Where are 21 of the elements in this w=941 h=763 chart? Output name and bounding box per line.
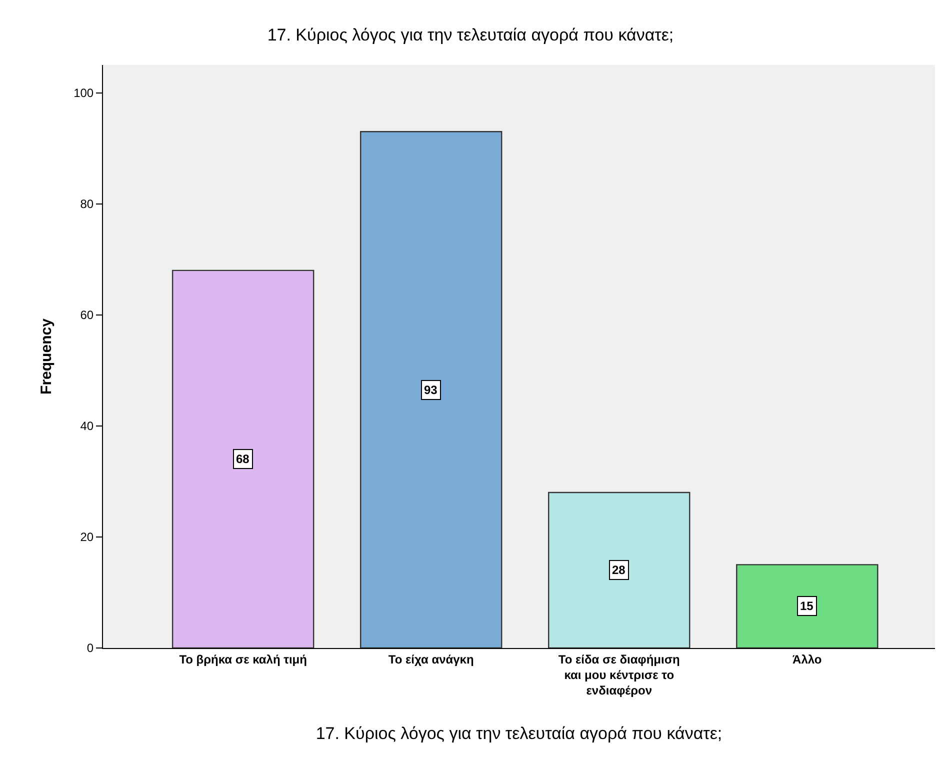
y-tick-label: 100 — [74, 86, 94, 100]
chart-title: 17. Κύριος λόγος για την τελευταία αγορά που κάνατε; — [267, 25, 674, 44]
y-tick-label: 0 — [86, 641, 94, 656]
x-tick-label: Το είδα σε διαφήμιση και μου κέντρισε το ενδιαφέρον — [558, 652, 680, 698]
x-tick-label: Το βρήκα σε καλή τιμή — [179, 652, 307, 666]
y-tick-label: 60 — [80, 308, 94, 322]
data-label: 68 — [236, 452, 250, 466]
x-tick-label: Το είχα ανάγκη — [388, 652, 474, 666]
bar — [548, 492, 690, 648]
bar — [172, 270, 314, 648]
x-tick-label: Άλλο — [792, 652, 822, 666]
data-label: 93 — [424, 383, 438, 397]
y-tick-label: 40 — [80, 419, 94, 434]
bar — [736, 564, 878, 648]
data-label: 15 — [800, 599, 814, 613]
data-label: 28 — [612, 563, 626, 577]
bar — [360, 131, 502, 648]
y-axis-title: Frequency — [38, 318, 55, 394]
y-tick-label: 80 — [80, 197, 94, 212]
y-tick-label: 20 — [80, 530, 94, 544]
x-axis-title: 17. Κύριος λόγος για την τελευταία αγορά που κάνατε; — [316, 724, 722, 743]
